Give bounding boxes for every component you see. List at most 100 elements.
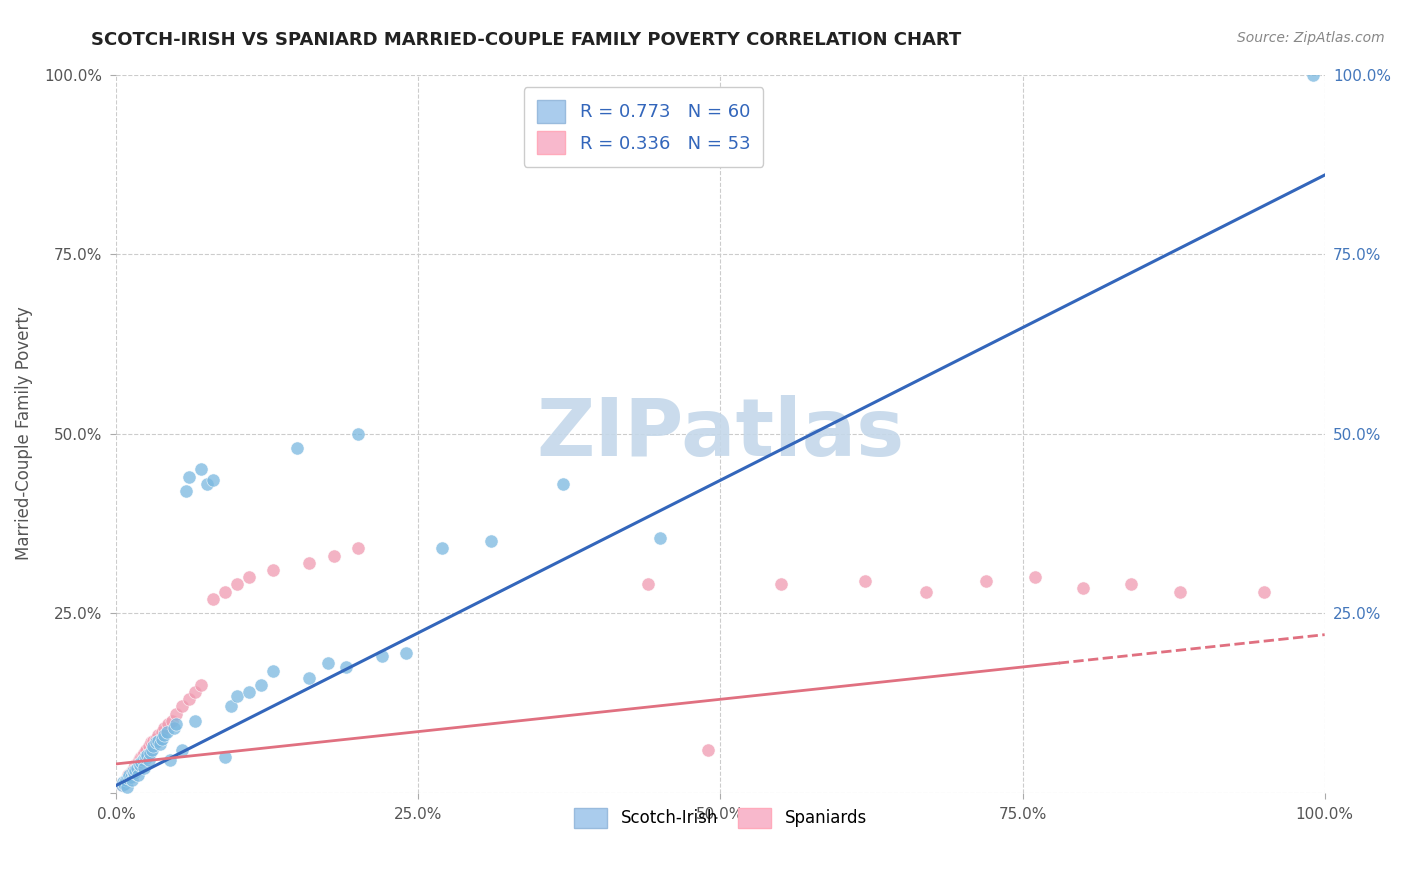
Point	[190, 462, 212, 476]
Point	[131, 753, 153, 767]
Point	[111, 779, 134, 793]
Legend: Scotch-Irish, Spaniards: Scotch-Irish, Spaniards	[567, 801, 873, 835]
Point	[697, 742, 720, 756]
Point	[114, 772, 136, 787]
Point	[432, 541, 454, 556]
Point	[346, 541, 368, 556]
Point	[125, 756, 148, 771]
Point	[111, 779, 134, 793]
Point	[122, 760, 145, 774]
Point	[648, 531, 671, 545]
Point	[156, 717, 179, 731]
Point	[1168, 584, 1191, 599]
Point	[112, 777, 135, 791]
Point	[214, 584, 236, 599]
Point	[183, 685, 205, 699]
Point	[1253, 584, 1275, 599]
Point	[122, 764, 145, 778]
Point	[346, 426, 368, 441]
Point	[142, 739, 165, 753]
Point	[195, 476, 218, 491]
Point	[298, 556, 321, 570]
Point	[114, 777, 136, 791]
Point	[238, 570, 260, 584]
Point	[335, 660, 357, 674]
Point	[118, 767, 141, 781]
Point	[148, 734, 170, 748]
Point	[122, 763, 145, 777]
Point	[165, 706, 187, 721]
Point	[131, 749, 153, 764]
Point	[136, 748, 159, 763]
Point	[262, 664, 284, 678]
Point	[145, 731, 167, 746]
Point	[250, 678, 273, 692]
Point	[139, 746, 162, 760]
Point	[141, 742, 163, 756]
Point	[974, 574, 997, 588]
Point	[163, 721, 186, 735]
Point	[225, 689, 247, 703]
Point	[190, 678, 212, 692]
Point	[153, 728, 176, 742]
Text: SCOTCH-IRISH VS SPANIARD MARRIED-COUPLE FAMILY POVERTY CORRELATION CHART: SCOTCH-IRISH VS SPANIARD MARRIED-COUPLE …	[91, 31, 962, 49]
Point	[120, 765, 142, 780]
Point	[132, 760, 155, 774]
Point	[1121, 577, 1143, 591]
Point	[262, 563, 284, 577]
Point	[142, 734, 165, 748]
Point	[298, 671, 321, 685]
Point	[150, 724, 173, 739]
Point	[135, 742, 157, 756]
Point	[1071, 581, 1094, 595]
Point	[183, 714, 205, 728]
Point	[1302, 68, 1324, 82]
Point	[150, 731, 173, 746]
Point	[139, 735, 162, 749]
Point	[148, 737, 170, 751]
Point	[914, 584, 936, 599]
Point	[138, 739, 160, 753]
Point	[114, 775, 136, 789]
Point	[112, 775, 135, 789]
Point	[285, 441, 308, 455]
Point	[165, 717, 187, 731]
Point	[219, 699, 242, 714]
Y-axis label: Married-Couple Family Poverty: Married-Couple Family Poverty	[15, 307, 32, 560]
Point	[172, 699, 194, 714]
Point	[118, 770, 141, 784]
Point	[174, 483, 197, 498]
Point	[134, 749, 156, 764]
Point	[172, 742, 194, 756]
Point	[159, 753, 181, 767]
Point	[121, 764, 143, 778]
Point	[114, 772, 136, 787]
Point	[124, 758, 146, 772]
Point	[127, 756, 149, 770]
Point	[160, 714, 183, 728]
Point	[122, 765, 145, 780]
Point	[1024, 570, 1046, 584]
Point	[322, 549, 344, 563]
Point	[131, 756, 153, 770]
Point	[115, 772, 138, 786]
Point	[214, 749, 236, 764]
Point	[153, 721, 176, 735]
Text: ZIPatlas: ZIPatlas	[536, 394, 904, 473]
Point	[132, 746, 155, 760]
Point	[125, 760, 148, 774]
Point	[156, 724, 179, 739]
Point	[117, 767, 139, 781]
Point	[115, 780, 138, 794]
Point	[138, 753, 160, 767]
Point	[117, 772, 139, 786]
Point	[177, 469, 200, 483]
Point	[853, 574, 876, 588]
Point	[479, 534, 502, 549]
Point	[177, 692, 200, 706]
Point	[124, 763, 146, 777]
Point	[201, 473, 224, 487]
Point	[120, 770, 142, 784]
Point	[127, 767, 149, 781]
Point	[148, 728, 170, 742]
